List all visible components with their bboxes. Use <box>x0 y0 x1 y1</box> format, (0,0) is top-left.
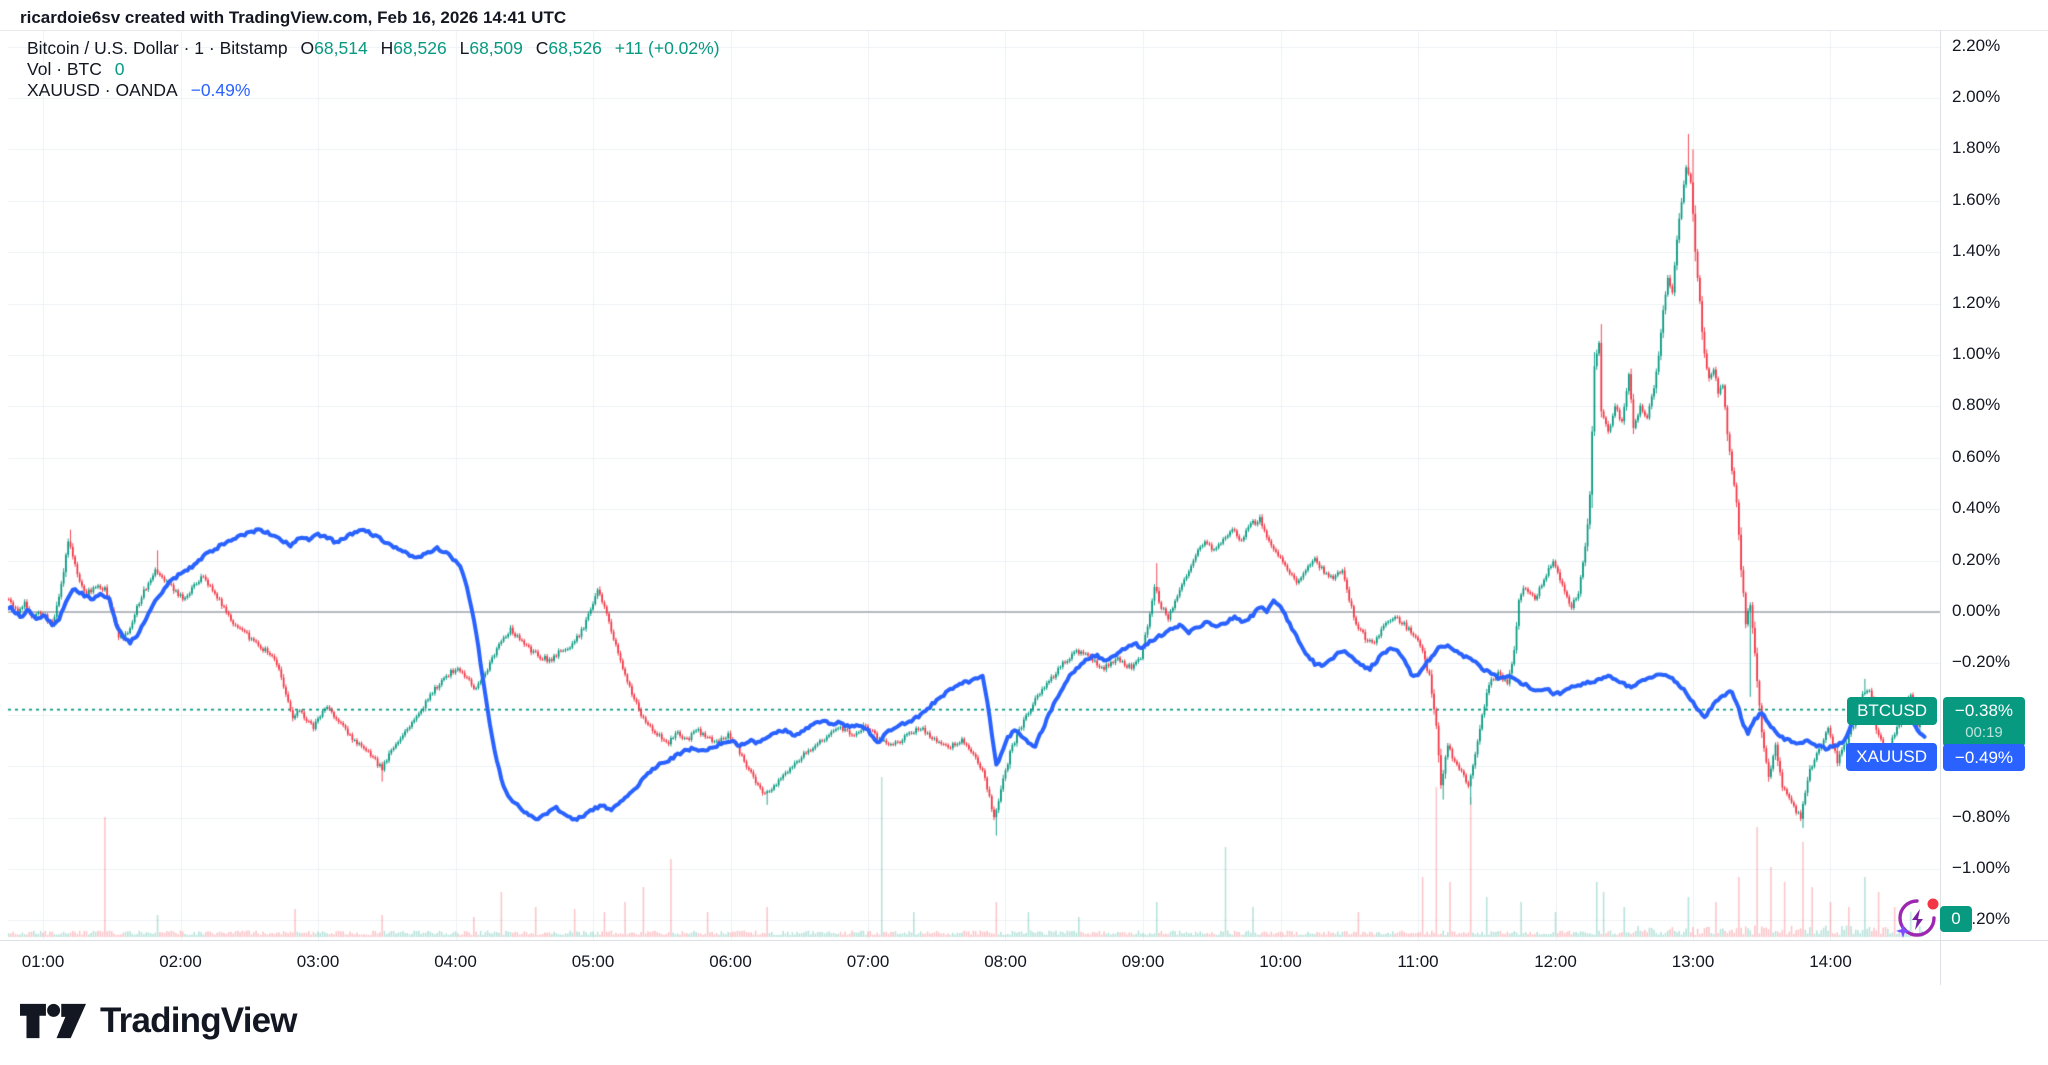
price-axis-label: 0.40% <box>1952 498 2001 518</box>
open-value: 68,514 <box>314 38 368 58</box>
compare-change: −0.49% <box>190 80 251 100</box>
lightning-bolt-icon <box>1912 909 1923 930</box>
time-axis-label: 07:00 <box>846 952 890 971</box>
xau-price-badge: −0.49% <box>1943 744 2025 771</box>
tradingview-logo-mark <box>20 1003 86 1039</box>
change-value: +11 (+0.02%) <box>614 38 720 58</box>
price-axis-label: 0.00% <box>1952 601 2001 620</box>
price-axis-label: 2.00% <box>1952 87 2001 106</box>
volume-value-badge: 0 <box>1940 906 1972 932</box>
interval: 1 <box>194 38 205 58</box>
volume-value: 0 <box>114 59 125 79</box>
price-axis-label: −0.80% <box>1952 806 2011 826</box>
time-axis-label: 05:00 <box>571 952 615 971</box>
spark-boost-icon[interactable] <box>1894 896 1940 942</box>
notification-dot <box>1927 898 1939 910</box>
close-label: C <box>535 38 549 58</box>
attribution-text: ricardoie6sv created with TradingView.co… <box>20 8 567 27</box>
close-value: 68,526 <box>548 38 602 58</box>
price-axis-border <box>1940 30 1941 985</box>
time-axis-label: 02:00 <box>159 952 202 971</box>
price-axis-label: 1.20% <box>1952 292 2001 312</box>
high-value: 68,526 <box>393 38 447 58</box>
time-axis-label: 14:00 <box>1809 952 1852 971</box>
price-axis-label: 2.20% <box>1952 35 2001 55</box>
price-chart-canvas[interactable] <box>0 31 2048 1065</box>
btc-bar-countdown: 00:19 <box>1965 724 2003 741</box>
time-axis-label: 08:00 <box>984 952 1027 971</box>
btc-symbol-badge: BTCUSD <box>1847 697 1937 725</box>
exchange: Bitstamp <box>219 38 288 58</box>
price-axis-label: 1.80% <box>1952 138 2001 158</box>
time-axis-label: 03:00 <box>296 952 340 971</box>
btc-price-value: −0.38% <box>1954 701 2014 720</box>
price-axis-label: −1.00% <box>1952 858 2011 877</box>
volume-label: Vol · BTC <box>27 59 102 79</box>
legend-main-series[interactable]: Bitcoin / U.S. Dollar · 1 · Bitstamp O68… <box>27 38 720 58</box>
time-axis-label: 06:00 <box>709 952 752 971</box>
price-axis-label: −0.20% <box>1952 652 2011 672</box>
price-axis-label: 0.20% <box>1952 549 2001 569</box>
chart-pane <box>0 30 2048 1065</box>
chart-legend: Bitcoin / U.S. Dollar · 1 · Bitstamp O68… <box>27 38 720 101</box>
time-axis-label: 11:00 <box>1397 952 1439 971</box>
sparkle-icon <box>1896 924 1910 938</box>
btc-price-badge: −0.38% 00:19 <box>1943 697 2025 747</box>
open-label: O <box>300 38 315 58</box>
time-axis-label: 01:00 <box>21 952 65 971</box>
high-label: H <box>380 38 394 58</box>
price-axis-label: 1.00% <box>1952 344 2001 363</box>
xau-symbol-badge: XAUUSD <box>1846 743 1937 771</box>
low-value: 68,509 <box>469 38 523 58</box>
time-axis-label: 10:00 <box>1259 952 1302 971</box>
time-axis-label: 13:00 <box>1671 952 1715 971</box>
price-axis-label: 1.40% <box>1952 241 2001 261</box>
legend-compare-series[interactable]: XAUUSD · OANDA −0.49% <box>27 80 720 100</box>
low-label: L <box>459 38 470 58</box>
symbol-title: Bitcoin / U.S. Dollar <box>27 38 179 58</box>
time-axis-label: 04:00 <box>434 952 477 971</box>
time-axis-label: 12:00 <box>1534 952 1577 971</box>
legend-volume[interactable]: Vol · BTC 0 <box>27 59 720 79</box>
tradingview-logo-text: TradingView <box>100 1001 298 1040</box>
time-axis-label: 09:00 <box>1121 952 1165 971</box>
time-axis-border <box>0 940 2048 941</box>
price-axis-label: 0.60% <box>1952 446 2001 466</box>
price-axis-label: 1.60% <box>1952 189 2001 209</box>
tradingview-logo[interactable]: TradingView <box>20 998 298 1044</box>
compare-symbol: XAUUSD · OANDA <box>27 80 178 100</box>
price-axis-label: 0.80% <box>1952 395 2001 415</box>
